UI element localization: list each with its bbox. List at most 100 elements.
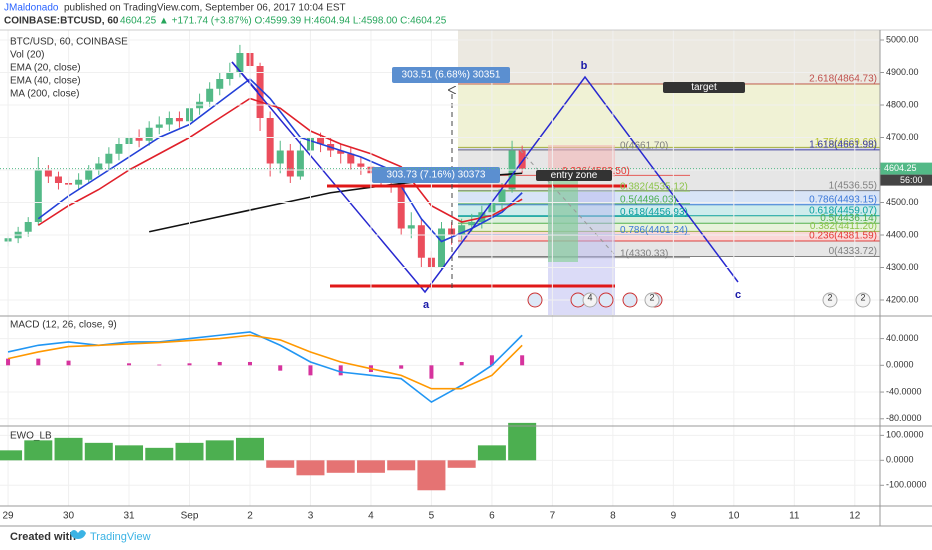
price-tag (880, 162, 932, 175)
fib-label: 0(4661.70) (620, 141, 668, 152)
fib-band (458, 147, 880, 150)
y-tick-label: 4300.00 (886, 262, 919, 272)
candle-body (286, 150, 294, 177)
countdown: 56:00 (900, 175, 923, 185)
ewo-bar (326, 460, 355, 473)
fib-band (458, 30, 880, 84)
histogram-bar (36, 358, 41, 366)
panel-title: EWO_LB (10, 431, 52, 442)
histogram-bar (278, 365, 283, 371)
label-box (372, 167, 500, 183)
candle-body (337, 150, 345, 154)
footer-brand: TradingView (90, 531, 151, 543)
fib-label: 0.5(4496.03) (620, 194, 677, 205)
candle-body (407, 225, 415, 229)
ewo-bar (175, 442, 204, 461)
fib-label: 1(4536.55) (829, 180, 877, 191)
author: JMaldonado (4, 3, 59, 14)
candle-body (417, 225, 425, 258)
event-count: 2 (860, 292, 865, 302)
histogram-bar (429, 365, 434, 379)
candle-body (296, 150, 304, 177)
event-count: 2 (649, 292, 654, 302)
y-tick-label: 4700.00 (886, 132, 919, 142)
y-tick-label: 4900.00 (886, 67, 919, 77)
x-tick-label: 7 (550, 511, 556, 522)
ewo-bar (115, 445, 144, 461)
y-tick-label: -100.0000 (886, 480, 927, 490)
candle-body (75, 179, 83, 185)
x-tick-label: 10 (728, 511, 740, 522)
fib-band (458, 240, 880, 257)
wave-label: a (423, 299, 430, 311)
x-tick-label: 8 (610, 511, 616, 522)
event-icon (822, 292, 838, 308)
fib-band (458, 204, 880, 216)
legend-entry: EMA (20, close) (10, 63, 81, 74)
fib-band (458, 215, 880, 224)
ewo-bar (24, 440, 53, 461)
x-tick-label: 29 (3, 511, 15, 522)
fib-band (458, 83, 880, 148)
histogram-bar (399, 365, 404, 369)
candle-body (85, 169, 93, 180)
ewo-bar (447, 460, 476, 468)
panel-title: MACD (12, 26, close, 9) (10, 320, 117, 331)
candle-body (44, 169, 52, 177)
event-flag (622, 292, 638, 308)
ewo-bar (84, 442, 113, 461)
x-tick-label: 5 (429, 511, 435, 522)
indicator-line (37, 77, 523, 243)
fib-label: 0.5(4436.14) (820, 213, 877, 224)
price-tag-label: 4604.25 (884, 163, 917, 173)
candle-body (135, 137, 143, 141)
x-tick-label: 30 (63, 511, 75, 522)
histogram-bar (459, 361, 464, 366)
x-tick-label: Sep (181, 511, 199, 522)
candle-body (518, 150, 526, 169)
event-count: 2 (827, 292, 832, 302)
candle-body (145, 127, 153, 141)
x-tick-label: 3 (308, 511, 314, 522)
ewo-bar (54, 437, 83, 461)
ewo-bar (235, 437, 264, 461)
fib-band (458, 231, 880, 241)
published: published on TradingView.com, September … (64, 3, 346, 14)
ewo-bar (387, 460, 416, 471)
candle-body (95, 163, 103, 170)
ewo-bar (356, 460, 385, 473)
candle-body (397, 182, 405, 229)
ewo-bar (296, 460, 325, 476)
candle-body (276, 150, 284, 164)
histogram-bar (187, 363, 192, 366)
event-flag (527, 292, 543, 308)
event-count: 4 (587, 292, 592, 302)
wave-line (231, 61, 259, 93)
indicator-line (37, 97, 523, 226)
y-tick-label: -40.0000 (886, 386, 922, 396)
candle-body (54, 176, 62, 183)
quote: 4604.25 ▲ +171.74 (+3.87%) O:4599.39 H:4… (120, 16, 447, 27)
event-icon (644, 292, 660, 308)
ewo-bar (0, 450, 23, 461)
event-icon (855, 292, 871, 308)
candle-body (438, 228, 446, 268)
x-tick-label: 2 (247, 511, 253, 522)
candle-body (24, 221, 32, 232)
candle-body (206, 88, 214, 102)
x-tick-label: 6 (489, 511, 495, 522)
fib-label: 0.382(4411.20) (810, 221, 877, 232)
fib-label: 1(4330.33) (620, 248, 668, 259)
annotation: entry zone (551, 170, 598, 181)
wave-label: b (581, 60, 588, 72)
x-tick-label: 31 (123, 511, 135, 522)
y-tick-label: 4200.00 (886, 294, 919, 304)
annotation: 303.73 (7.16%) 30373 (387, 170, 486, 181)
ewo-bar (508, 422, 537, 461)
histogram-bar (217, 361, 222, 366)
fib-label: 0.618(4456.93) (620, 207, 688, 218)
macd-line (7, 334, 523, 390)
histogram-bar (308, 365, 313, 376)
